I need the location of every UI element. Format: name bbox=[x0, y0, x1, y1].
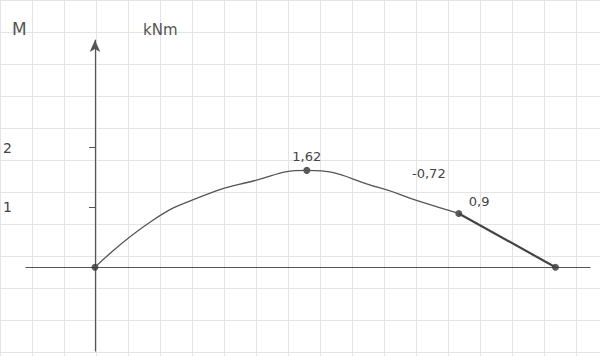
svg-text:1: 1 bbox=[3, 199, 12, 215]
svg-text:-0,72: -0,72 bbox=[412, 166, 446, 181]
svg-text:0,9: 0,9 bbox=[469, 194, 490, 209]
svg-text:M: M bbox=[12, 19, 27, 39]
svg-text:kNm: kNm bbox=[143, 21, 178, 39]
svg-text:1,62: 1,62 bbox=[292, 149, 321, 164]
svg-text:2: 2 bbox=[3, 140, 12, 156]
